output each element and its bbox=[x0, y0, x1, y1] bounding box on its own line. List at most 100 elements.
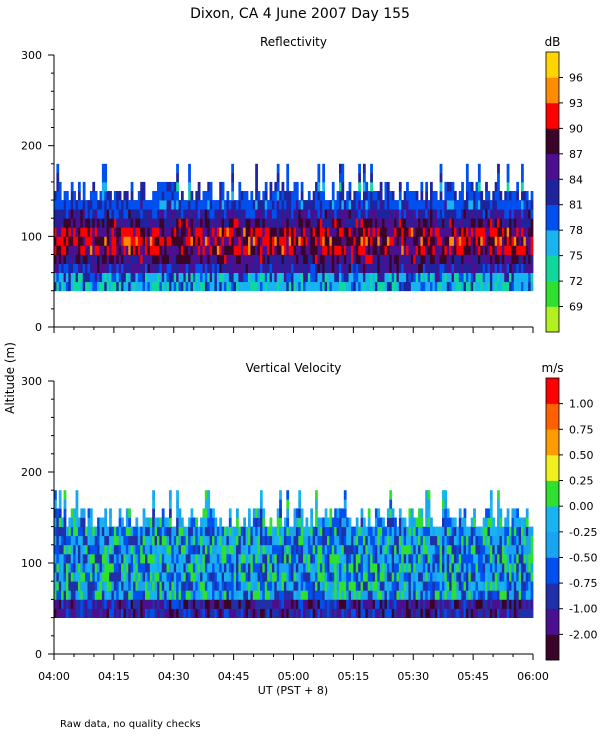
heatmap-cell bbox=[118, 563, 122, 573]
heatmap-cell bbox=[312, 227, 316, 237]
heatmap-cell bbox=[336, 590, 340, 600]
colorbar-unit: dB bbox=[545, 35, 561, 49]
colorbar-swatch bbox=[546, 480, 559, 507]
heatmap-cell bbox=[477, 272, 481, 283]
heatmap-cell bbox=[279, 281, 282, 292]
heatmap-cell bbox=[468, 553, 472, 564]
heatmap-cell bbox=[140, 245, 144, 255]
heatmap-cell bbox=[444, 581, 448, 591]
heatmap-cell bbox=[418, 263, 421, 273]
heatmap-cell bbox=[499, 191, 503, 201]
heatmap-cell bbox=[58, 200, 62, 210]
heatmap-cell bbox=[513, 544, 517, 555]
heatmap-cell bbox=[461, 181, 464, 192]
heatmap-cell bbox=[480, 272, 484, 283]
heatmap-cell bbox=[396, 590, 400, 600]
heatmap-cell bbox=[439, 163, 443, 174]
heatmap-cell bbox=[413, 191, 417, 201]
heatmap-cell bbox=[492, 608, 496, 618]
heatmap-cell bbox=[497, 281, 500, 292]
heatmap-cell bbox=[149, 227, 153, 237]
heatmap-cell bbox=[336, 245, 340, 255]
heatmap-cell bbox=[190, 191, 194, 201]
heatmap-cell bbox=[477, 245, 481, 255]
heatmap-cell bbox=[389, 218, 393, 228]
heatmap-cell bbox=[516, 236, 520, 246]
heatmap-cell bbox=[274, 281, 278, 292]
heatmap-cell bbox=[458, 191, 462, 201]
heatmap-cell bbox=[245, 526, 249, 537]
heatmap-cell bbox=[274, 535, 278, 546]
heatmap-cell bbox=[109, 236, 112, 246]
heatmap-cell bbox=[56, 200, 60, 210]
heatmap-cell bbox=[73, 563, 76, 573]
heatmap-cell bbox=[410, 209, 414, 219]
heatmap-cell bbox=[341, 209, 345, 219]
heatmap-cell bbox=[267, 608, 270, 618]
heatmap-cell bbox=[70, 272, 74, 283]
heatmap-cell bbox=[422, 218, 426, 228]
heatmap-cell bbox=[511, 191, 515, 201]
heatmap-cell bbox=[350, 200, 354, 210]
heatmap-cell bbox=[233, 254, 237, 264]
heatmap-cell bbox=[475, 191, 479, 201]
heatmap-cell bbox=[300, 191, 304, 201]
heatmap-cell bbox=[401, 526, 405, 537]
heatmap-cell bbox=[506, 281, 510, 292]
heatmap-cell bbox=[147, 581, 151, 591]
heatmap-cell bbox=[245, 272, 249, 283]
heatmap-cell bbox=[468, 191, 472, 201]
heatmap-cell bbox=[437, 218, 440, 228]
heatmap-cell bbox=[97, 581, 100, 591]
heatmap-cell bbox=[487, 254, 491, 264]
heatmap-cell bbox=[149, 590, 153, 600]
heatmap-cell bbox=[329, 590, 333, 600]
heatmap-cell bbox=[427, 263, 431, 273]
heatmap-cell bbox=[341, 254, 345, 264]
heatmap-cell bbox=[130, 544, 134, 555]
heatmap-cell bbox=[446, 272, 450, 283]
heatmap-cell bbox=[408, 526, 412, 537]
heatmap-cell bbox=[77, 218, 81, 228]
heatmap-cell bbox=[406, 572, 409, 582]
heatmap-cell bbox=[470, 191, 474, 201]
heatmap-cell bbox=[516, 272, 520, 283]
heatmap-cell bbox=[422, 590, 426, 600]
heatmap-cell bbox=[401, 218, 405, 228]
heatmap-cell bbox=[382, 563, 385, 573]
heatmap-cell bbox=[61, 590, 64, 600]
heatmap-cell bbox=[159, 544, 163, 555]
heatmap-cell bbox=[231, 263, 235, 273]
heatmap-cell bbox=[195, 526, 199, 537]
heatmap-cell bbox=[516, 563, 520, 573]
heatmap-cell bbox=[106, 599, 110, 609]
heatmap-cell bbox=[355, 608, 359, 618]
heatmap-cell bbox=[137, 526, 141, 537]
heatmap-cell bbox=[207, 553, 211, 564]
heatmap-cell bbox=[164, 590, 167, 600]
heatmap-cell bbox=[295, 236, 299, 246]
heatmap-cell bbox=[355, 200, 359, 210]
heatmap-cell bbox=[374, 590, 378, 600]
heatmap-cell bbox=[470, 563, 474, 573]
heatmap-cell bbox=[92, 227, 96, 237]
heatmap-cell bbox=[94, 563, 98, 573]
heatmap-cell bbox=[468, 200, 472, 210]
heatmap-cell bbox=[219, 200, 223, 210]
heatmap-cell bbox=[365, 236, 369, 246]
heatmap-cell bbox=[513, 218, 517, 228]
heatmap-cell bbox=[408, 200, 412, 210]
heatmap-cell bbox=[432, 563, 436, 573]
heatmap-cell bbox=[319, 227, 323, 237]
heatmap-cell bbox=[231, 553, 235, 564]
heatmap-cell bbox=[528, 281, 531, 292]
heatmap-cell bbox=[176, 535, 179, 546]
heatmap-cell bbox=[87, 200, 91, 210]
heatmap-cell bbox=[183, 563, 187, 573]
heatmap-cell bbox=[156, 535, 160, 546]
heatmap-cell bbox=[372, 263, 376, 273]
heatmap-cell bbox=[168, 218, 172, 228]
heatmap-cell bbox=[485, 553, 488, 564]
heatmap-cell bbox=[348, 572, 352, 582]
heatmap-cell bbox=[480, 263, 484, 273]
